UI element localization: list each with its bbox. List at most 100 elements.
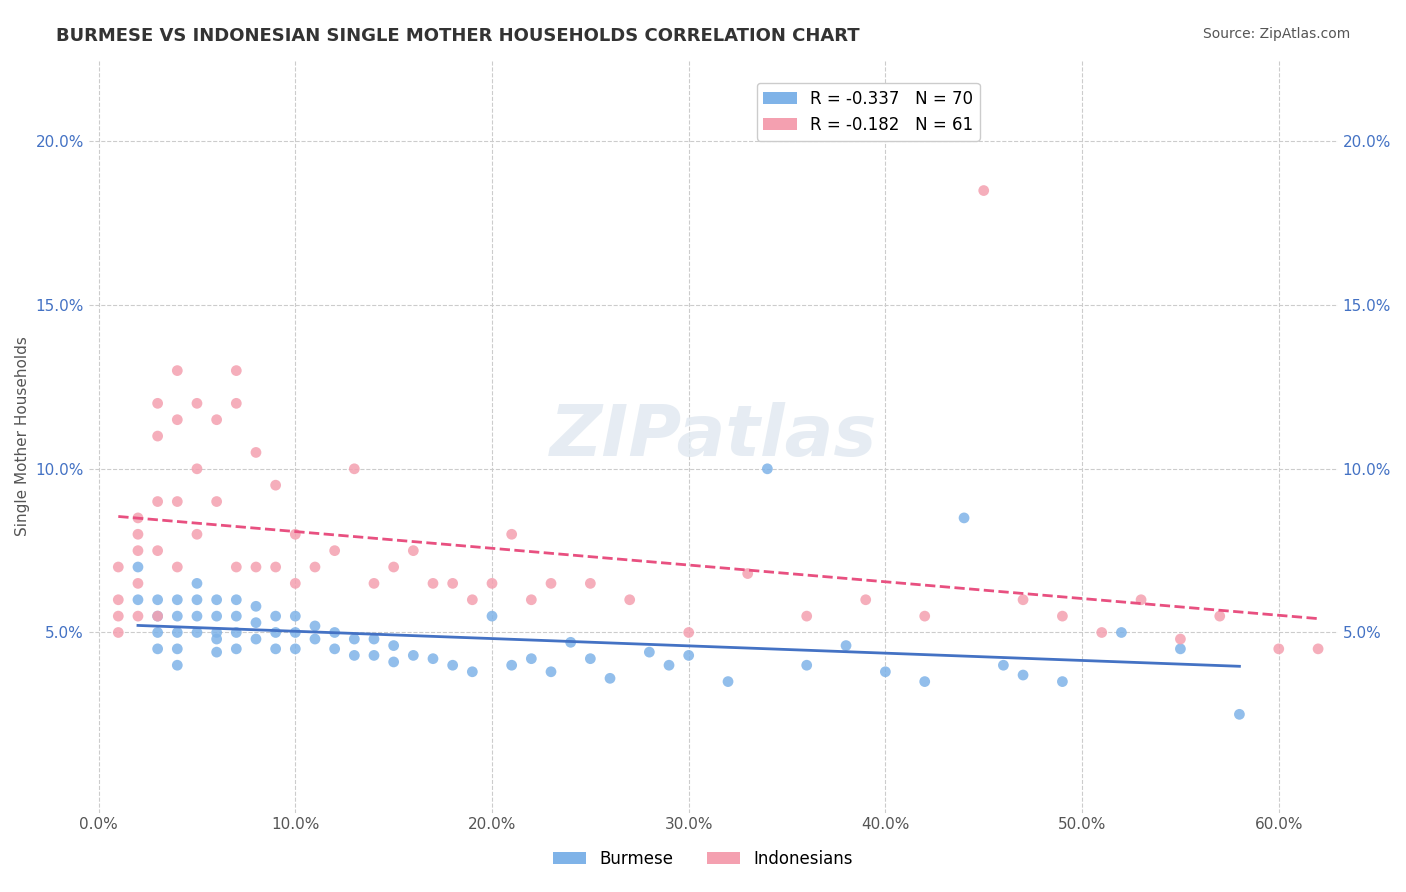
Point: [205, 494, 228, 508]
Point: [205, 625, 228, 640]
Point: [1170, 641, 1192, 656]
Point: [146, 543, 169, 558]
Point: [1012, 592, 1035, 607]
Point: [205, 413, 228, 427]
Point: [323, 625, 346, 640]
Text: ZIPatlas: ZIPatlas: [550, 401, 877, 471]
Point: [127, 576, 149, 591]
Point: [363, 648, 385, 663]
Point: [323, 641, 346, 656]
Point: [422, 651, 444, 665]
Point: [284, 527, 307, 541]
Point: [245, 560, 267, 574]
Point: [1052, 609, 1074, 624]
Point: [678, 648, 700, 663]
Point: [402, 648, 425, 663]
Point: [875, 665, 897, 679]
Point: [638, 645, 661, 659]
Point: [1268, 641, 1291, 656]
Point: [127, 592, 149, 607]
Point: [146, 429, 169, 443]
Point: [245, 599, 267, 614]
Point: [284, 625, 307, 640]
Y-axis label: Single Mother Households: Single Mother Households: [15, 336, 30, 536]
Point: [146, 625, 169, 640]
Point: [264, 478, 287, 492]
Point: [717, 674, 740, 689]
Point: [579, 651, 602, 665]
Point: [343, 632, 366, 646]
Point: [1170, 632, 1192, 646]
Point: [146, 494, 169, 508]
Point: [678, 625, 700, 640]
Point: [973, 184, 995, 198]
Point: [993, 658, 1015, 673]
Point: [127, 511, 149, 525]
Point: [107, 625, 129, 640]
Point: [402, 543, 425, 558]
Point: [107, 592, 129, 607]
Point: [382, 655, 405, 669]
Point: [560, 635, 582, 649]
Point: [186, 396, 208, 410]
Point: [186, 576, 208, 591]
Point: [225, 609, 247, 624]
Point: [737, 566, 759, 581]
Point: [245, 445, 267, 459]
Point: [107, 609, 129, 624]
Point: [264, 641, 287, 656]
Point: [205, 632, 228, 646]
Point: [284, 641, 307, 656]
Point: [146, 592, 169, 607]
Point: [186, 609, 208, 624]
Point: [343, 462, 366, 476]
Point: [284, 576, 307, 591]
Point: [166, 641, 188, 656]
Point: [304, 560, 326, 574]
Point: [225, 641, 247, 656]
Point: [382, 639, 405, 653]
Point: [166, 560, 188, 574]
Point: [520, 592, 543, 607]
Point: [441, 576, 464, 591]
Point: [166, 609, 188, 624]
Point: [225, 396, 247, 410]
Point: [186, 462, 208, 476]
Point: [1052, 674, 1074, 689]
Point: [264, 560, 287, 574]
Point: [284, 609, 307, 624]
Point: [127, 543, 149, 558]
Point: [225, 560, 247, 574]
Point: [441, 658, 464, 673]
Point: [146, 609, 169, 624]
Text: BURMESE VS INDONESIAN SINGLE MOTHER HOUSEHOLDS CORRELATION CHART: BURMESE VS INDONESIAN SINGLE MOTHER HOUS…: [56, 27, 860, 45]
Point: [166, 413, 188, 427]
Point: [1229, 707, 1251, 722]
Point: [245, 615, 267, 630]
Point: [146, 396, 169, 410]
Legend: R = -0.337   N = 70, R = -0.182   N = 61: R = -0.337 N = 70, R = -0.182 N = 61: [756, 83, 980, 141]
Point: [579, 576, 602, 591]
Point: [205, 609, 228, 624]
Point: [520, 651, 543, 665]
Point: [540, 576, 562, 591]
Point: [323, 543, 346, 558]
Point: [186, 527, 208, 541]
Point: [343, 648, 366, 663]
Point: [796, 658, 818, 673]
Point: [127, 560, 149, 574]
Point: [146, 641, 169, 656]
Point: [756, 462, 779, 476]
Point: [835, 639, 858, 653]
Point: [540, 665, 562, 679]
Point: [166, 625, 188, 640]
Point: [205, 645, 228, 659]
Point: [914, 674, 936, 689]
Point: [481, 576, 503, 591]
Point: [461, 592, 484, 607]
Text: Source: ZipAtlas.com: Source: ZipAtlas.com: [1202, 27, 1350, 41]
Point: [855, 592, 877, 607]
Point: [225, 592, 247, 607]
Point: [1306, 641, 1329, 656]
Point: [304, 619, 326, 633]
